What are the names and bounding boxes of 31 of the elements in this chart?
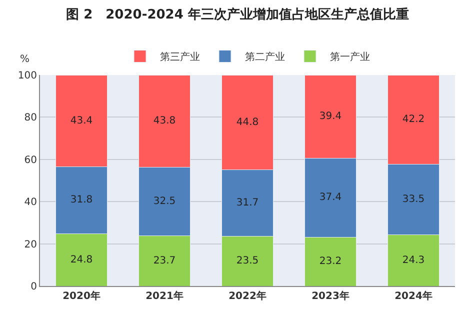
x-tick-label: 2020年	[62, 290, 100, 302]
data-label: 23.7	[153, 255, 176, 266]
data-label: 33.5	[402, 194, 425, 205]
x-tick-label: 2021年	[146, 290, 184, 302]
data-label: 23.2	[319, 256, 342, 268]
data-label: 37.4	[319, 192, 342, 204]
data-label: 44.8	[236, 116, 259, 128]
x-tick-label: 2024年	[394, 290, 432, 302]
y-axis-title: %	[20, 54, 30, 65]
chart-title: 图 2 2020-2024 年三次产业增加值占地区生产总值比重	[66, 6, 409, 23]
data-label: 39.4	[319, 111, 342, 122]
y-tick-label: 0	[30, 282, 37, 292]
data-label: 42.2	[402, 114, 425, 126]
data-label: 24.8	[70, 254, 93, 266]
data-label: 32.5	[153, 196, 176, 208]
data-label: 24.3	[402, 254, 425, 266]
y-tick-label: 60	[24, 154, 37, 166]
y-tick-label: 80	[24, 112, 37, 124]
legend-label: 第一产业	[330, 51, 370, 64]
y-tick-label: 40	[24, 197, 37, 208]
legend-label: 第三产业	[160, 51, 200, 64]
x-tick-label: 2023年	[312, 290, 350, 302]
data-label: 31.8	[70, 194, 93, 206]
y-tick-label: 100	[18, 70, 37, 82]
data-label: 43.8	[153, 116, 176, 127]
legend-label: 第二产业	[245, 51, 285, 64]
data-label: 43.4	[70, 115, 93, 126]
y-tick-label: 20	[24, 239, 37, 250]
data-label: 31.7	[236, 197, 259, 208]
x-tick-label: 2022年	[228, 290, 266, 302]
data-label: 23.5	[236, 256, 259, 267]
